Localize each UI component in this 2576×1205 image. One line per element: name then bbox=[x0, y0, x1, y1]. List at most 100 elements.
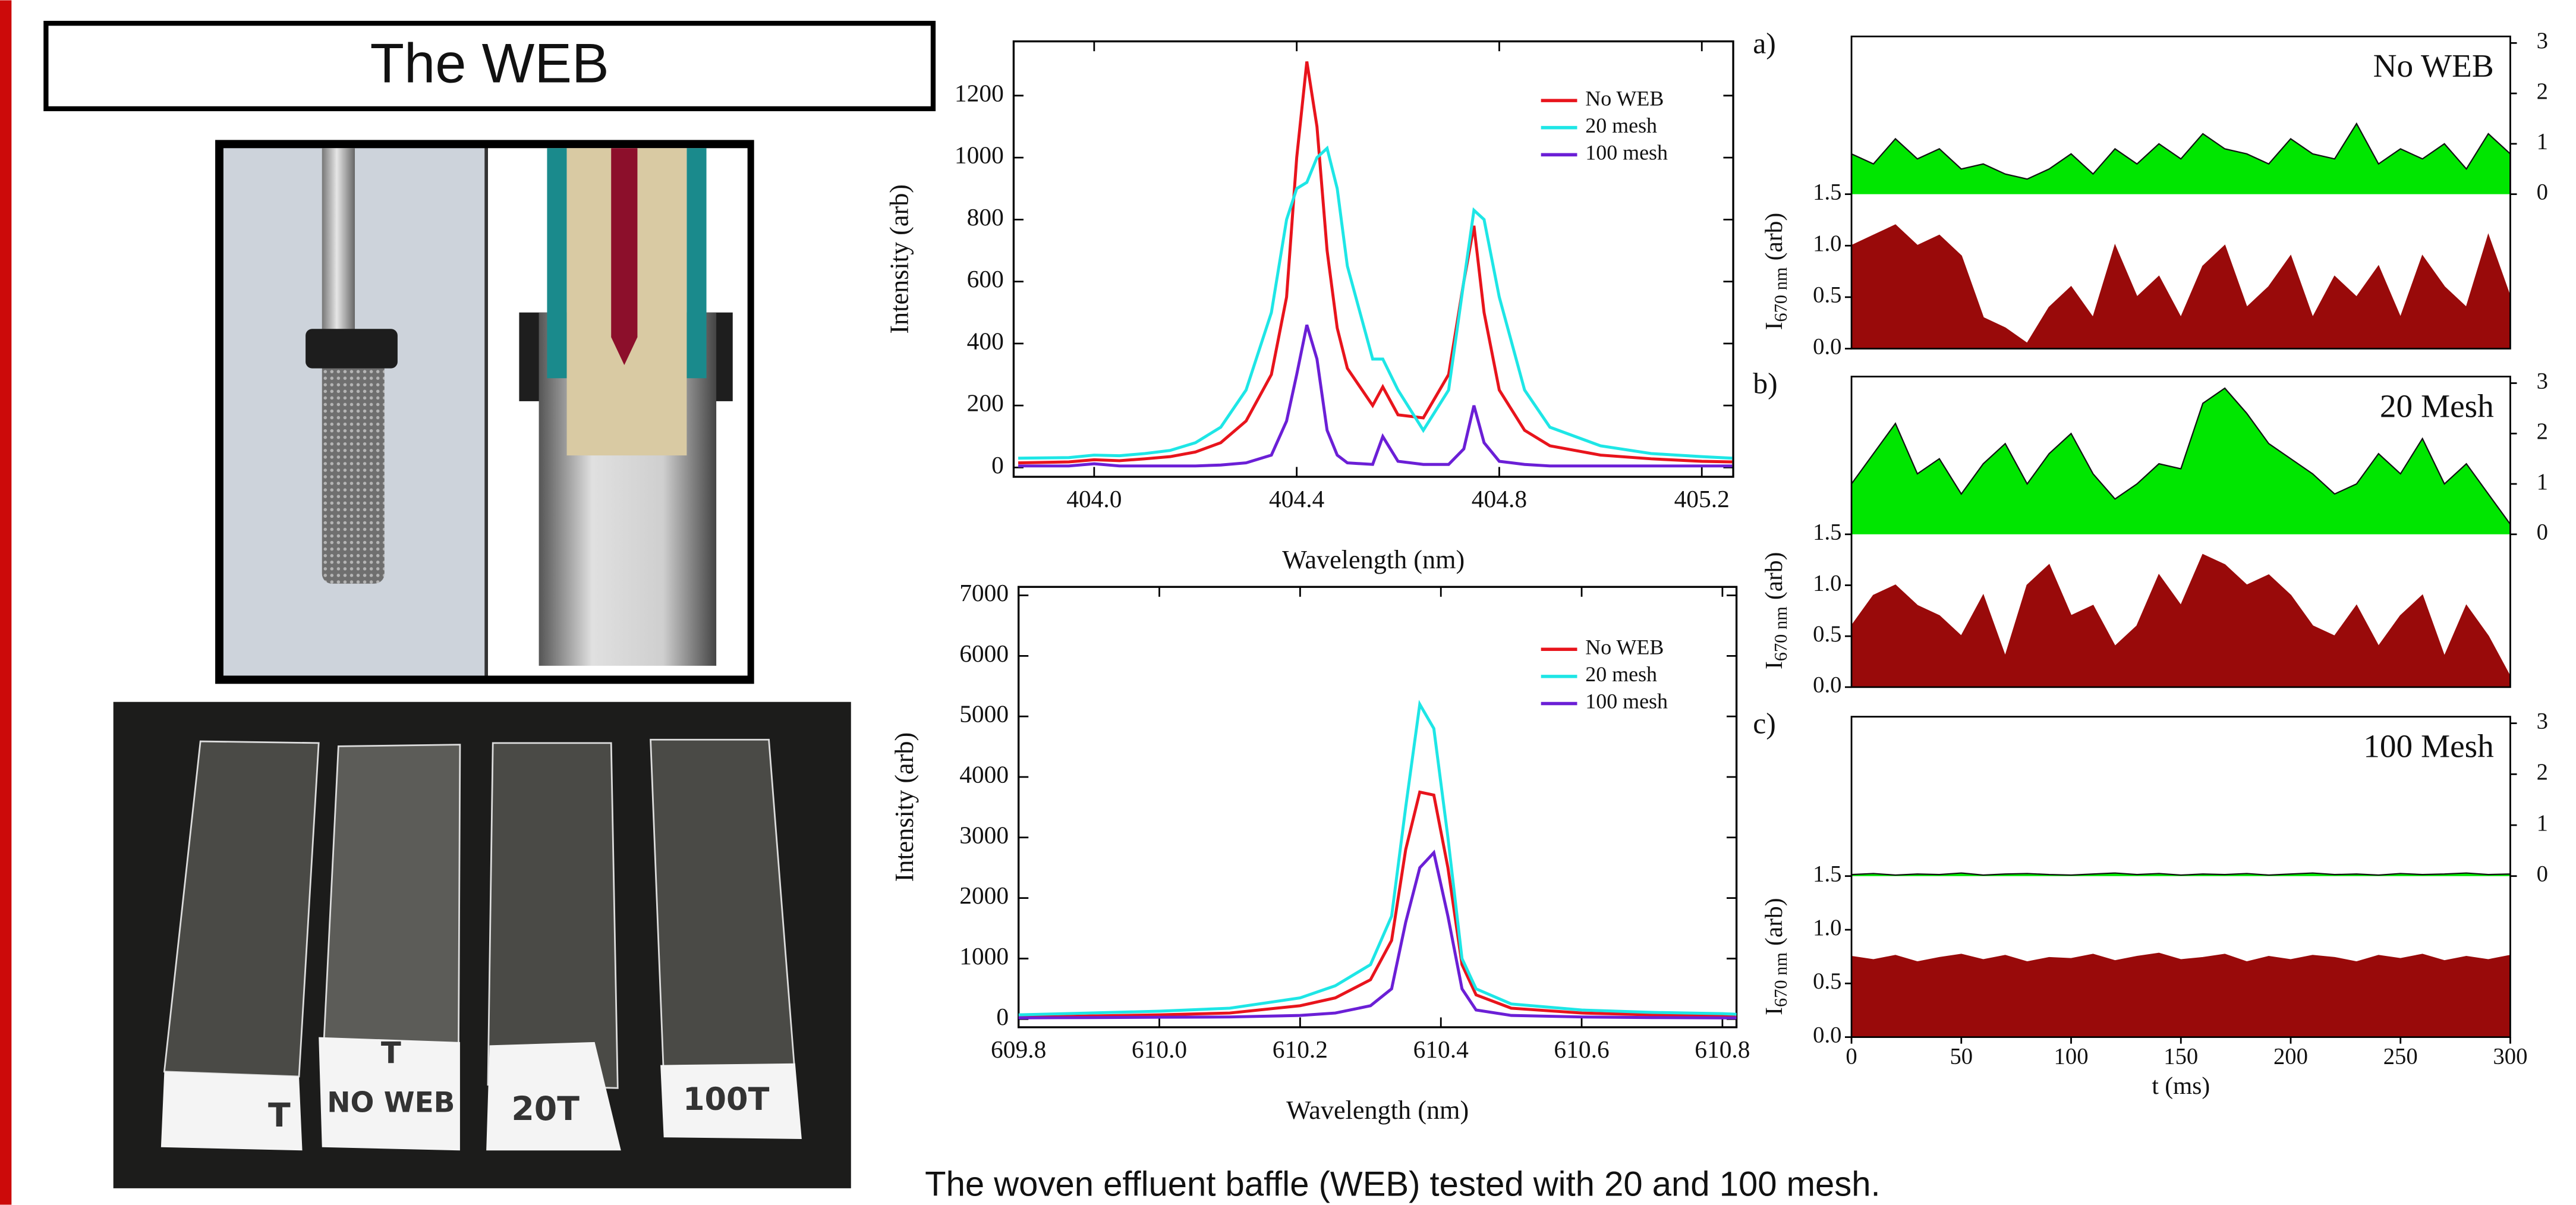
y-tick-label: 0.0 bbox=[1813, 1022, 1841, 1047]
series-line bbox=[1851, 553, 2511, 678]
poster-title: The WEB bbox=[370, 32, 609, 95]
y2-tick-label: 3 bbox=[2537, 29, 2548, 54]
y-tick-label: 800 bbox=[967, 203, 1004, 231]
label-paper bbox=[319, 1037, 460, 1151]
y2-tick-label: 2 bbox=[2537, 79, 2548, 104]
y-tick-label: 1.5 bbox=[1813, 520, 1841, 545]
y-tick-label: 6000 bbox=[959, 640, 1009, 667]
mesh bbox=[322, 353, 385, 584]
slide bbox=[487, 742, 619, 1089]
y2-tick-label: 1 bbox=[2537, 811, 2548, 836]
x-axis-label: Wavelength (nm) bbox=[1282, 545, 1465, 574]
y-axis-label-symbol: I bbox=[1759, 1007, 1787, 1015]
title-box bbox=[43, 21, 936, 112]
y-tick-label: 2000 bbox=[959, 882, 1009, 909]
y2-tick-label: 0 bbox=[2537, 520, 2548, 545]
plot-frame bbox=[1012, 40, 1734, 478]
y2-tick-label: 1 bbox=[2537, 470, 2548, 495]
y-tick-label: 1.0 bbox=[1813, 231, 1841, 256]
series-line bbox=[1018, 790, 1737, 1019]
panel-title: No WEB bbox=[2373, 48, 2494, 84]
x-tick-label: 100 bbox=[2054, 1044, 2089, 1069]
series-line bbox=[1018, 700, 1737, 1017]
wall bbox=[686, 148, 707, 379]
y-axis-label-unit: (arb) bbox=[1759, 552, 1787, 600]
tube bbox=[322, 148, 355, 362]
series-line bbox=[1851, 952, 2511, 963]
slide-label: T bbox=[268, 1097, 291, 1135]
y-axis-label: I670 nm (arb) bbox=[1759, 552, 1791, 669]
y-tick-label: 1.5 bbox=[1813, 180, 1841, 205]
label-paper bbox=[486, 1042, 621, 1151]
x-tick-label: 50 bbox=[1950, 1044, 1973, 1069]
x-tick-label: 200 bbox=[2273, 1044, 2308, 1069]
y-tick-label: 1.0 bbox=[1813, 571, 1841, 596]
y-tick-label: 0.5 bbox=[1813, 283, 1841, 308]
panel-title: 100 Mesh bbox=[2363, 728, 2494, 764]
y2-tick-label: 3 bbox=[2537, 369, 2548, 394]
y-axis-label-sub: 670 nm bbox=[1771, 606, 1791, 661]
x-tick-label: 300 bbox=[2493, 1044, 2527, 1069]
slide-label: T bbox=[381, 1036, 401, 1070]
panel-label: a) bbox=[1753, 27, 1776, 59]
y-tick-label: 3000 bbox=[959, 821, 1009, 848]
y2-tick-label: 3 bbox=[2537, 709, 2548, 734]
legend-label: 20 mesh bbox=[1585, 662, 1657, 686]
y-axis-label-symbol: I bbox=[1759, 322, 1787, 330]
panel-label: c) bbox=[1753, 707, 1776, 740]
x-tick-label: 150 bbox=[2164, 1044, 2198, 1069]
y-axis-label: Intensity (arb) bbox=[890, 732, 919, 882]
plot-frame bbox=[1850, 376, 2511, 688]
y-tick-label: 0 bbox=[991, 451, 1004, 479]
clip bbox=[306, 329, 398, 369]
series-line bbox=[1851, 224, 2511, 345]
panel-label: b) bbox=[1753, 367, 1777, 399]
x-tick-label: 404.4 bbox=[1269, 485, 1325, 512]
y-tick-label: 1000 bbox=[955, 141, 1004, 169]
label-paper bbox=[160, 1071, 303, 1151]
y2-tick-label: 0 bbox=[2537, 862, 2548, 887]
y-tick-label: 1200 bbox=[955, 79, 1004, 106]
y2-tick-label: 1 bbox=[2537, 130, 2548, 155]
y-tick-label: 5000 bbox=[959, 700, 1009, 728]
y-tick-label: 0.0 bbox=[1813, 673, 1841, 698]
area-fill bbox=[1851, 555, 2511, 687]
y-axis-label-symbol: I bbox=[1759, 661, 1787, 669]
y-tick-label: 600 bbox=[967, 265, 1004, 292]
y2-tick-label: 2 bbox=[2537, 419, 2548, 444]
y-tick-label: 0.5 bbox=[1813, 622, 1841, 647]
area-fill bbox=[1851, 388, 2511, 534]
y-axis-label-sub: 670 nm bbox=[1771, 952, 1791, 1007]
series-line bbox=[1851, 122, 2511, 180]
legend-label: 20 mesh bbox=[1585, 114, 1657, 137]
y2-tick-label: 2 bbox=[2537, 760, 2548, 785]
panel-title: 20 Mesh bbox=[2380, 388, 2494, 424]
side-bar bbox=[0, 0, 12, 1205]
x-tick-label: 609.8 bbox=[991, 1036, 1046, 1063]
label-paper bbox=[660, 1063, 802, 1139]
slide bbox=[650, 738, 796, 1078]
legend-label: No WEB bbox=[1585, 86, 1664, 110]
device-photo bbox=[215, 140, 754, 684]
slide bbox=[321, 744, 461, 1086]
x-tick-label: 404.8 bbox=[1472, 485, 1527, 512]
x-tick-label: 610.2 bbox=[1273, 1036, 1328, 1063]
slide-label: NO WEB bbox=[327, 1086, 455, 1119]
series-line bbox=[1018, 61, 1733, 465]
y-tick-label: 4000 bbox=[959, 760, 1009, 788]
y2-tick-label: 0 bbox=[2537, 180, 2548, 205]
plot-frame bbox=[1018, 586, 1738, 1028]
y-axis-label: I670 nm (arb) bbox=[1759, 898, 1791, 1015]
slides-photo: T T NO WEB 20T 100T bbox=[113, 701, 851, 1188]
legend-label: 100 mesh bbox=[1585, 141, 1668, 165]
x-tick-label: 404.0 bbox=[1066, 485, 1122, 512]
y-axis-label-unit: (arb) bbox=[1759, 898, 1787, 946]
plot-frame bbox=[1850, 35, 2511, 350]
series-line bbox=[1851, 387, 2511, 525]
y-tick-label: 200 bbox=[967, 389, 1004, 417]
y-tick-label: 1000 bbox=[959, 942, 1009, 970]
legend-label: No WEB bbox=[1585, 635, 1664, 659]
wall bbox=[547, 148, 567, 379]
x-tick-label: 405.2 bbox=[1674, 485, 1730, 512]
